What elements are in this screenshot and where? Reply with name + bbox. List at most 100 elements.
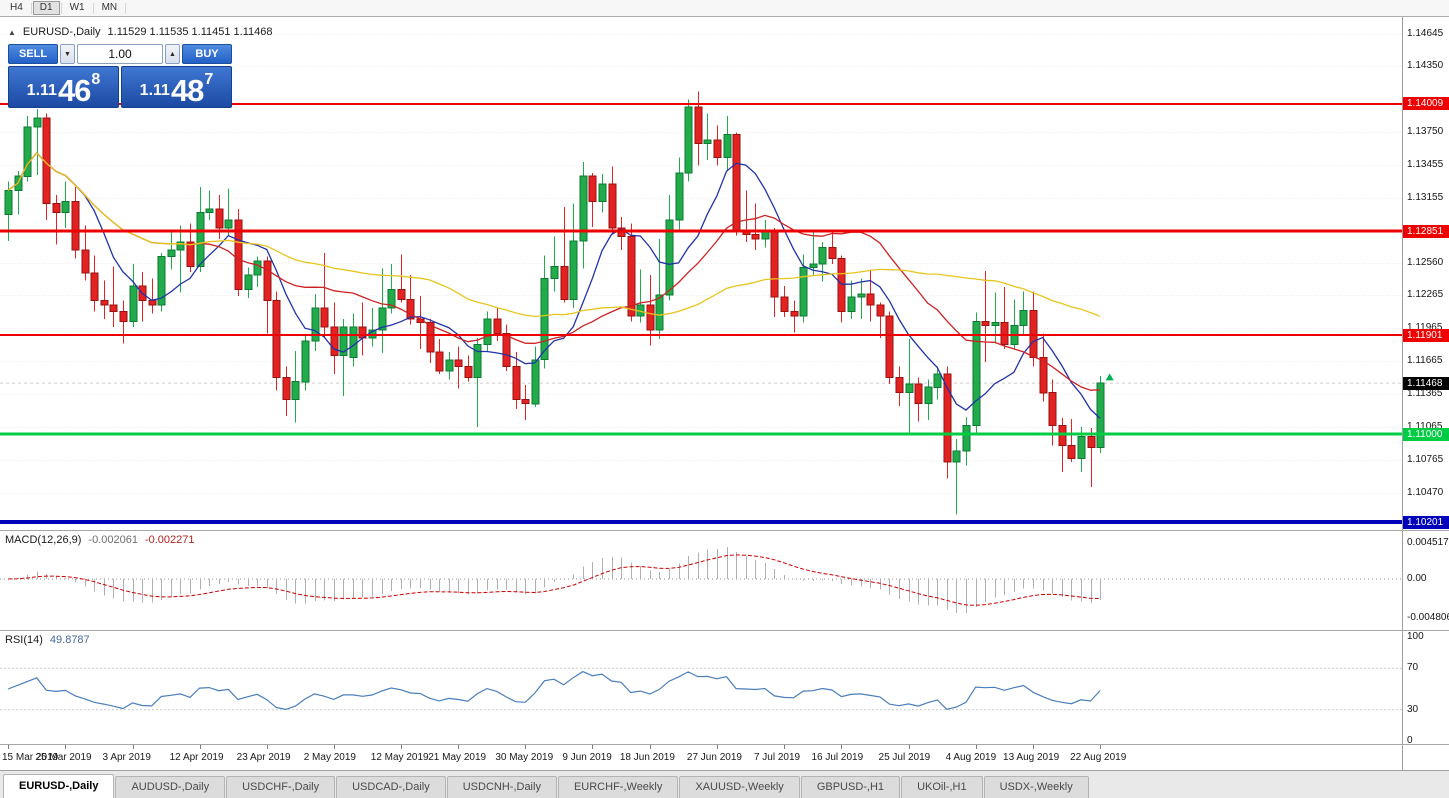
price-axis-label: 1.11365 xyxy=(1407,388,1443,400)
buy-price-button[interactable]: 1.11 48 7 xyxy=(121,66,232,108)
date-tick-mark xyxy=(650,745,651,749)
arrow-down-icon: ▼ xyxy=(64,50,71,58)
price-axis-label: 1.13455 xyxy=(1407,158,1444,170)
macd-axis-zero: 0.00 xyxy=(1407,573,1427,584)
date-tick-mark xyxy=(717,745,718,749)
date-tick-mark xyxy=(909,745,910,749)
current-price-tag: 1.11468 xyxy=(1403,376,1449,390)
date-tick-mark xyxy=(334,745,335,749)
date-tick-label: 9 Jun 2019 xyxy=(562,752,612,763)
date-tick-label: 7 Jul 2019 xyxy=(753,752,801,763)
level-price-tag: 1.12851 xyxy=(1403,224,1449,238)
rsi-axis-label: 30 xyxy=(1407,703,1419,715)
date-tick-mark xyxy=(841,745,842,749)
rsi-chart[interactable] xyxy=(0,631,1402,744)
tab-ukoil-h1[interactable]: UKOil-,H1 xyxy=(901,776,983,798)
chart-tabs-bar: EURUSD-,Daily AUDUSD-,Daily USDCHF-,Daily U… xyxy=(0,770,1449,798)
timeframe-button-d1[interactable]: D1 xyxy=(32,1,60,15)
rsi-indicator-label: RSI(14) 49.8787 xyxy=(5,634,90,646)
date-tick-label: 18 Jun 2019 xyxy=(619,752,675,763)
tab-usdcnh-daily[interactable]: USDCNH-,Daily xyxy=(446,776,557,798)
arrow-up-icon: ▲ xyxy=(169,50,176,58)
macd-histogram xyxy=(17,547,1102,614)
timeframe-button-mn[interactable]: MN xyxy=(101,2,118,13)
date-tick-mark xyxy=(267,745,268,749)
ma-line-8 xyxy=(7,151,1101,419)
buy-price-big: 48 xyxy=(170,72,204,108)
macd-axis-min: -0.004806 xyxy=(1407,611,1449,623)
tab-gbpusd-h1[interactable]: GBPUSD-,H1 xyxy=(800,776,901,798)
macd-signal-line xyxy=(7,554,1101,606)
tab-eurchf-weekly[interactable]: EURCHF-,Weekly xyxy=(557,776,679,798)
date-tick-mark xyxy=(976,745,977,749)
panel-separator xyxy=(0,744,1449,745)
date-tick-label: 30 May 2019 xyxy=(495,752,554,763)
date-tick-mark xyxy=(65,745,66,749)
chart-header: ▲ EURUSD-,Daily 1.11529 1.11535 1.11451 … xyxy=(8,26,273,38)
macd-main-value: -0.002061 xyxy=(88,534,138,546)
price-axis-label: 1.10765 xyxy=(1407,454,1444,466)
date-tick-label: 2 May 2019 xyxy=(303,752,356,763)
sell-button[interactable]: SELL xyxy=(8,44,58,64)
toolbar-separator xyxy=(92,2,94,14)
volume-decrement-button[interactable]: ▼ xyxy=(60,44,75,64)
timeframe-button-h4[interactable]: H4 xyxy=(10,2,23,13)
date-tick-mark xyxy=(200,745,201,749)
date-tick-label: 13 Aug 2019 xyxy=(1003,752,1060,763)
tab-audusd-daily[interactable]: AUDUSD-,Daily xyxy=(115,776,226,798)
candles-group xyxy=(4,91,1105,515)
price-axis[interactable]: 1.14645 1.14350 1.13750 1.13455 1.13155 1.125… xyxy=(1402,17,1449,770)
date-tick-label: 27 Jun 2019 xyxy=(686,752,742,763)
toolbar-separator xyxy=(30,2,32,14)
buy-arrow-icon xyxy=(1105,373,1114,381)
panel-separator[interactable] xyxy=(0,530,1449,531)
level-price-tag: 1.14009 xyxy=(1403,97,1449,111)
date-tick-mark xyxy=(401,745,402,749)
main-chart[interactable] xyxy=(0,17,1402,530)
date-tick-label: 16 Jul 2019 xyxy=(811,752,864,763)
buy-price-pip: 7 xyxy=(204,71,214,88)
date-axis[interactable]: 15 Mar 2019 25 Mar 2019 3 Apr 2019 12 Apr 2… xyxy=(0,745,1402,770)
price-axis-label: 1.11065 xyxy=(1407,421,1443,433)
tab-usdchf-daily[interactable]: USDCHF-,Daily xyxy=(226,776,336,798)
price-axis-label: 1.11665 xyxy=(1407,355,1443,367)
tab-usdcad-daily[interactable]: USDCAD-,Daily xyxy=(336,776,446,798)
price-axis-label: 1.10470 xyxy=(1407,486,1444,498)
date-tick-mark xyxy=(133,745,134,749)
price-axis-label: 1.11965 xyxy=(1407,322,1443,334)
one-click-collapse-icon[interactable]: ▲ xyxy=(8,27,16,37)
buy-button[interactable]: BUY xyxy=(182,44,232,64)
price-axis-label: 1.13155 xyxy=(1407,191,1444,203)
price-axis-label: 1.12560 xyxy=(1407,257,1444,269)
timeframe-button-w1[interactable]: W1 xyxy=(69,2,85,13)
sell-price-prefix: 1.11 xyxy=(26,82,57,99)
level-price-tag: 1.10201 xyxy=(1403,515,1449,529)
panel-separator[interactable] xyxy=(0,630,1449,631)
tab-usdx-weekly[interactable]: USDX-,Weekly xyxy=(983,776,1089,798)
date-tick-mark xyxy=(8,745,9,749)
date-tick-label: 3 Apr 2019 xyxy=(102,752,151,763)
level-price-tag: 1.11000 xyxy=(1403,427,1449,441)
level-lines-group[interactable] xyxy=(0,103,1402,524)
one-click-prices: 1.11 46 8 1.11 48 7 xyxy=(8,66,232,108)
macd-chart[interactable] xyxy=(0,531,1402,630)
ohlc-values: 1.11529 1.11535 1.11451 1.11468 xyxy=(107,26,273,38)
one-click-controls: SELL ▼ ▲ BUY xyxy=(8,44,232,64)
volume-input[interactable] xyxy=(77,44,163,64)
date-tick-label: 21 May 2019 xyxy=(428,752,487,763)
date-tick-mark xyxy=(458,745,459,749)
volume-increment-button[interactable]: ▲ xyxy=(165,44,180,64)
price-axis-label: 1.13750 xyxy=(1407,126,1444,138)
date-tick-label: 22 Aug 2019 xyxy=(1070,752,1127,763)
price-axis-label: 1.14350 xyxy=(1407,60,1444,72)
date-tick-mark xyxy=(1100,745,1101,749)
rsi-axis-label: 70 xyxy=(1407,662,1419,674)
tab-eurusd-daily[interactable]: EURUSD-,Daily xyxy=(3,774,115,798)
date-tick-label: 15 Mar 2019 xyxy=(2,752,59,763)
symbol-label: EURUSD-,Daily xyxy=(22,26,101,38)
sell-price-button[interactable]: 1.11 46 8 xyxy=(8,66,119,108)
tab-xauusd-weekly[interactable]: XAUUSD-,Weekly xyxy=(679,776,800,798)
timeframe-toolbar: H4 D1 W1 MN xyxy=(0,0,1449,17)
date-tick-mark xyxy=(784,745,785,749)
